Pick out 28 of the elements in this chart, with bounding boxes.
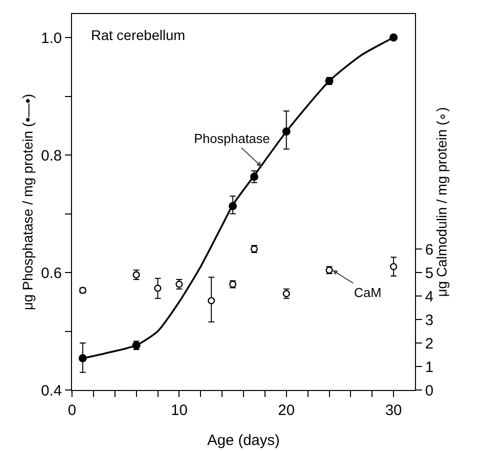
annotation: CaM <box>354 285 382 300</box>
y2-tick-label: 3 <box>425 312 434 329</box>
x-tick-label: 0 <box>68 402 76 420</box>
y-axis-title: μg Phosphatase / mg protein (•—•) <box>20 94 36 310</box>
y-tick-label: 1.0 <box>41 30 62 47</box>
point <box>390 263 398 270</box>
y2-tick-label: 5 <box>425 264 434 282</box>
point <box>78 354 87 362</box>
annotation: Rat cerebellum <box>91 27 186 43</box>
y2-tick-label: 1 <box>425 358 434 376</box>
annotation: Phosphatase <box>194 131 270 146</box>
y2-tick-label: 2 <box>425 335 434 352</box>
y2-tick-label: 6 <box>425 241 434 258</box>
x-axis-title: Age (days) <box>207 432 280 450</box>
y-tick-label: 0.8 <box>41 147 62 164</box>
y2-tick-label: 0 <box>425 382 434 400</box>
x-tick-label: 20 <box>278 402 295 420</box>
y-tick-label: 0.6 <box>41 264 62 282</box>
y-tick-label: 0.4 <box>41 382 62 400</box>
point <box>208 297 215 304</box>
point <box>154 284 162 292</box>
x-tick-label: 30 <box>385 402 402 420</box>
y2-axis-title: μg Calmodulin / mg protein (∘) <box>434 107 450 297</box>
y2-tick-label: 4 <box>425 288 434 306</box>
x-tick-label: 10 <box>170 402 188 420</box>
point <box>250 172 258 181</box>
point <box>228 202 237 210</box>
point <box>282 127 290 136</box>
